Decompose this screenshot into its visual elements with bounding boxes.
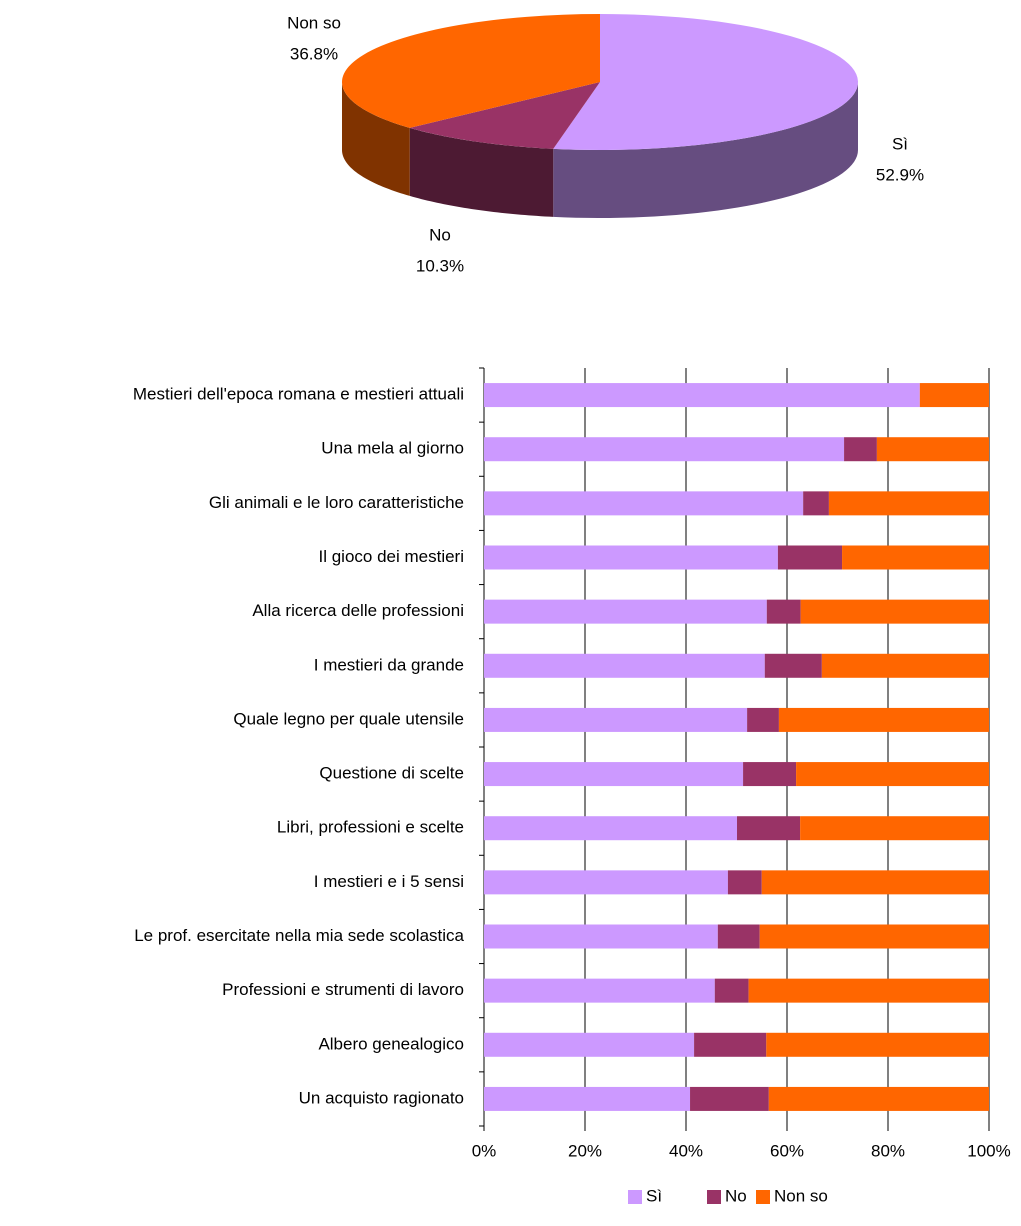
bar-segment [821,653,989,678]
slice-side [553,82,858,218]
bar-segment [484,1032,695,1057]
y-tick-label: Mestieri dell'epoca romana e mestieri at… [133,385,464,404]
x-tick-label: 100% [967,1141,1010,1160]
legend-swatch [707,1190,721,1204]
bar-segment [484,1086,691,1111]
bar-segment [484,599,767,624]
y-tick-label: Gli animali e le loro caratteristiche [209,493,464,512]
slice-value: 36.8% [290,44,338,63]
bar-segment [844,437,877,462]
x-tick-label: 0% [472,1141,497,1160]
bar-segment [484,383,920,408]
x-tick-label: 40% [669,1141,703,1160]
bar-segment [484,762,744,787]
legend-label: Non so [774,1186,828,1205]
bar-segment [690,1086,769,1111]
y-tick-label: Le prof. esercitate nella mia sede scola… [134,926,464,945]
x-tick-label: 80% [871,1141,905,1160]
y-tick-label: Una mela al giorno [321,439,464,458]
bar-segment [484,978,715,1003]
bar-segment [748,978,989,1003]
bar-segment [761,870,989,895]
bar-segment [796,762,989,787]
slice-label: Sì [892,134,908,153]
bar-segment [484,870,728,895]
bar-segment [759,924,989,949]
x-tick-label: 20% [568,1141,602,1160]
bar-segment [766,1032,989,1057]
bar-segment [743,762,797,787]
bar-segment [484,653,765,678]
bar-segment [764,653,822,678]
legend-swatch [756,1190,770,1204]
bar-segment [484,816,738,841]
bar-segment [484,924,718,949]
bar-segment [828,491,989,516]
bar-segment [803,491,829,516]
bar-segment [800,599,989,624]
y-tick-label: Un acquisto ragionato [299,1088,464,1107]
bar-segment [717,924,760,949]
slice [409,82,600,149]
bar-segment [766,599,801,624]
x-tick-label: 60% [770,1141,804,1160]
y-tick-label: Questione di scelte [319,764,464,783]
bar-segment [876,437,989,462]
y-tick-label: Albero genealogico [318,1034,464,1053]
y-tick-label: I mestieri e i 5 sensi [314,872,464,891]
slice-side [342,82,410,196]
legend-label: Sì [646,1186,662,1205]
bar-segment [484,491,804,516]
bar-segment [778,707,989,732]
y-tick-label: Libri, professioni e scelte [277,818,464,837]
bar-segment [727,870,762,895]
y-tick-label: Professioni e strumenti di lavoro [222,980,464,999]
bar-segment [484,545,778,570]
bar-segment [800,816,989,841]
y-tick-label: I mestieri da grande [314,655,464,674]
bar-segment [484,707,748,732]
bar-segment [737,816,801,841]
legend-label: No [725,1186,747,1205]
bar-segment [484,437,845,462]
y-tick-label: Alla ricerca delle professioni [252,601,464,620]
slice-label: No [429,225,451,244]
slice [553,14,859,150]
slice-value: 10.3% [416,256,464,275]
y-tick-label: Il gioco dei mestieri [318,547,464,566]
bar-segment [919,383,989,408]
slice-label: Non so [287,13,341,32]
y-tick-label: Quale legno per quale utensile [233,709,464,728]
slice-value: 52.9% [876,165,924,184]
bar-segment [768,1086,989,1111]
bar-segment [777,545,843,570]
slice [342,14,600,128]
bar-segment [747,707,779,732]
legend-swatch [628,1190,642,1204]
bar-segment [842,545,989,570]
bar-segment [694,1032,767,1057]
bar-segment [714,978,749,1003]
slice-side [409,127,554,217]
